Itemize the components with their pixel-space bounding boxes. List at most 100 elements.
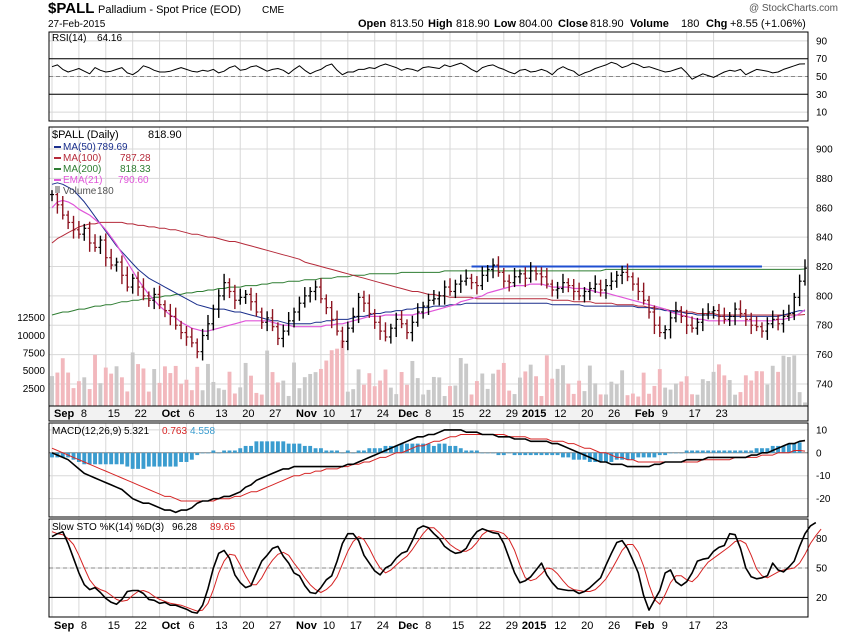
volume-bar (179, 383, 184, 406)
rsi-y-tick: 70 (816, 54, 828, 65)
x-date-tick: 22 (135, 620, 147, 632)
macd-histogram-bar (448, 445, 452, 453)
x-date-tick: Sep (54, 620, 74, 632)
x-date-tick: Nov (296, 408, 318, 420)
macd-histogram-bar (302, 445, 307, 453)
macd-histogram-bar (480, 452, 485, 454)
volume-bar (797, 392, 802, 406)
macd-histogram-bar (351, 452, 356, 454)
macd-histogram-bar (722, 450, 727, 453)
volume-bar (292, 362, 296, 406)
symbol-title: $PALL (48, 0, 94, 17)
volume-bar (141, 368, 146, 406)
macd-histogram-bar (329, 450, 334, 453)
volume-y-tick: 7500 (23, 348, 46, 359)
macd-histogram-bar (458, 448, 463, 453)
high-value: 818.90 (456, 18, 490, 30)
macd-histogram-bar (109, 452, 114, 465)
rsi-line (51, 61, 806, 80)
volume-bar (792, 355, 797, 406)
x-date-tick: 29 (506, 408, 518, 420)
x-date-tick: 10 (323, 620, 335, 632)
volume-bar (259, 394, 264, 406)
volume-bar (335, 348, 340, 406)
volume-bar (136, 364, 140, 406)
price-y-tick: 880 (816, 174, 833, 185)
x-date-tick: 27 (269, 620, 281, 632)
x-date-tick: 15 (452, 620, 464, 632)
volume-bar (98, 383, 103, 406)
macd-histogram-bar (453, 445, 458, 453)
macd-histogram-bar (232, 450, 237, 453)
macd-histogram-bar (539, 452, 544, 456)
volume-bar (620, 370, 625, 406)
price-y-tick: 820 (816, 262, 833, 273)
volume-bar (222, 389, 227, 406)
volume-bar (372, 386, 377, 406)
volume-y-tick: 10000 (17, 331, 45, 342)
x-date-tick: 6 (188, 408, 194, 420)
volume-y-tick: 2500 (23, 384, 46, 395)
macd-histogram-bar (652, 452, 657, 458)
macd-histogram-bar (765, 448, 770, 453)
rsi-legend: RSI(14) 64.16 (52, 33, 122, 44)
macd-histogram-bar (760, 448, 764, 453)
macd-histogram-bar (345, 450, 350, 453)
volume-bar (604, 394, 608, 406)
macd-histogram-bar (673, 452, 678, 454)
volume-bar (517, 377, 522, 406)
volume-bar (636, 396, 641, 406)
macd-histogram-bar (259, 441, 264, 453)
volume-bar (749, 380, 754, 406)
price-y-tick: 900 (816, 145, 833, 156)
macd-histogram-bar (727, 450, 732, 453)
x-date-tick: 15 (108, 408, 120, 420)
x-date-tick: 17 (689, 408, 701, 420)
volume-bar (722, 375, 727, 406)
macd-histogram-bar (781, 445, 786, 453)
volume-bar (71, 388, 76, 406)
quote-bar: Open 813.50 High 818.90 Low 804.00 Close… (358, 18, 806, 30)
volume-bar (523, 371, 528, 406)
macd-histogram-bar (211, 450, 216, 453)
close-value: 818.90 (590, 18, 624, 30)
volume-bar (738, 392, 743, 406)
macd-histogram-bar (119, 452, 124, 465)
panel-frame (48, 31, 809, 122)
volume-bar (168, 373, 173, 406)
volume-bar (308, 373, 313, 406)
volume-bar (582, 391, 587, 406)
x-date-tick: Sep (54, 408, 74, 420)
macd-histogram-bar (173, 452, 178, 467)
x-date-tick: 15 (108, 620, 120, 632)
macd-histogram-bar (249, 445, 253, 453)
volume-bar (103, 367, 108, 406)
volume-bar (528, 364, 533, 406)
rsi-y-tick: 30 (816, 90, 828, 101)
x-date-tick: 22 (135, 408, 147, 420)
macd-histogram-bar (496, 452, 501, 456)
macd-histogram-bar (114, 452, 119, 465)
volume-bar (647, 393, 651, 406)
macd-histogram-bar (544, 452, 549, 456)
volume-y-tick: 12500 (17, 313, 45, 324)
macd-histogram-bar (216, 452, 221, 454)
volume-bar (415, 378, 420, 406)
price-y-tick: 780 (816, 321, 833, 332)
macd-histogram-bar (163, 452, 167, 467)
macd-histogram-bar (415, 443, 420, 453)
macd-histogram-bar (550, 452, 555, 456)
macd-histogram-bar (71, 452, 76, 460)
macd-histogram-bar (647, 452, 651, 458)
volume-bar (717, 364, 721, 406)
macd-y-tick: -20 (816, 494, 831, 505)
sto-y-tick: 50 (816, 564, 828, 575)
rsi-value: 64.16 (97, 33, 122, 44)
x-date-tick: 8 (425, 408, 431, 420)
volume-bar (238, 387, 243, 406)
macd-histogram-bar (668, 452, 673, 454)
x-date-tick: 12 (554, 620, 566, 632)
ma100-legend-value: 787.28 (120, 153, 151, 164)
volume-y-tick: 5000 (23, 366, 46, 377)
macd-histogram-bar (318, 448, 323, 453)
